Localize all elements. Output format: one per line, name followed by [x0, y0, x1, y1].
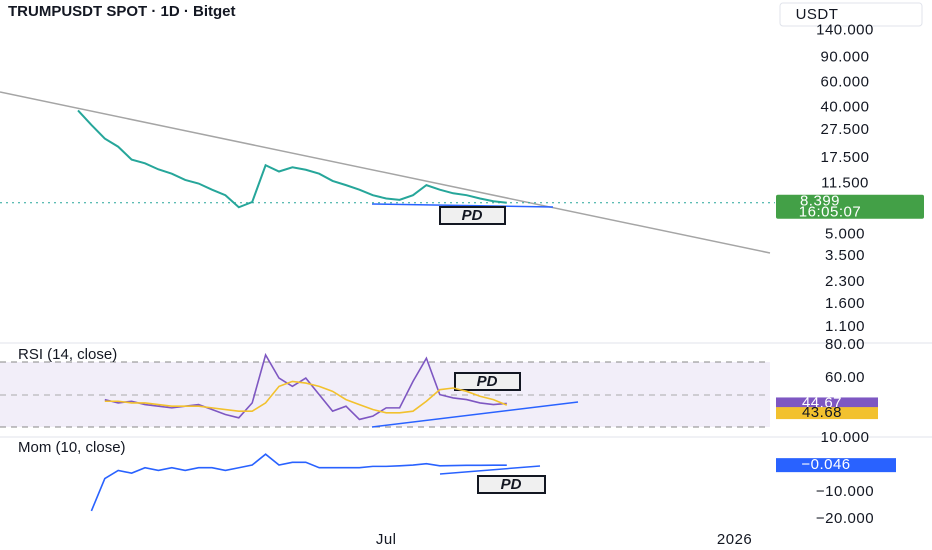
y-tick-label: 1.100 [825, 318, 865, 335]
annotation: PD [477, 373, 498, 390]
y-tick-label: 40.000 [821, 98, 870, 115]
series-line [90, 453, 507, 512]
trendline [0, 91, 771, 254]
y-tick-label: 17.500 [821, 149, 870, 166]
y-tick-label: 140.000 [816, 22, 874, 39]
y-tick-label: 5.000 [825, 225, 865, 242]
support-line [371, 203, 554, 208]
annotation: PD [462, 207, 483, 224]
y-tick-label: 80.00 [825, 336, 865, 353]
support-line [439, 465, 541, 475]
currency: USDT [796, 6, 839, 23]
y-tick-label: 2.300 [825, 273, 865, 290]
y-tick-label: 10.000 [821, 429, 870, 446]
countdown: 16:05:07 [799, 204, 861, 221]
y-tick-label: −20.000 [816, 510, 874, 527]
value-box [776, 407, 878, 420]
value-label: 43.68 [802, 404, 842, 421]
value-label: −0.046 [801, 456, 850, 473]
value-box [776, 458, 896, 473]
legend: RSI (14, close) [18, 346, 117, 363]
series-line [77, 109, 507, 209]
y-tick-label: 60.00 [825, 369, 865, 386]
annotation: PD [501, 476, 522, 493]
support-line [371, 401, 579, 428]
y-tick-label: 90.000 [821, 49, 870, 66]
legend: Mom (10, close) [18, 439, 126, 456]
y-tick-label: 60.000 [821, 74, 870, 91]
annotation-box [439, 206, 506, 225]
annotation-box [477, 475, 546, 494]
y-tick-label: 1.600 [825, 295, 865, 312]
y-tick-label: 11.500 [821, 174, 869, 191]
last-price-box [776, 194, 924, 219]
y-tick-label: 3.500 [825, 247, 865, 264]
y-tick-label: −10.000 [816, 483, 874, 500]
annotation-box [454, 372, 521, 391]
series-line [104, 352, 507, 421]
last-price-label: 8.399 [800, 193, 840, 210]
x-tick-label: Jul [376, 531, 397, 548]
currency-box [779, 2, 923, 27]
chart-title: TRUMPUSDT SPOT · 1D · Bitget [8, 3, 236, 20]
value-box [776, 397, 878, 410]
series-line [104, 380, 508, 414]
y-tick-label: 27.500 [821, 121, 870, 138]
x-tick-label: 2026 [717, 531, 752, 548]
